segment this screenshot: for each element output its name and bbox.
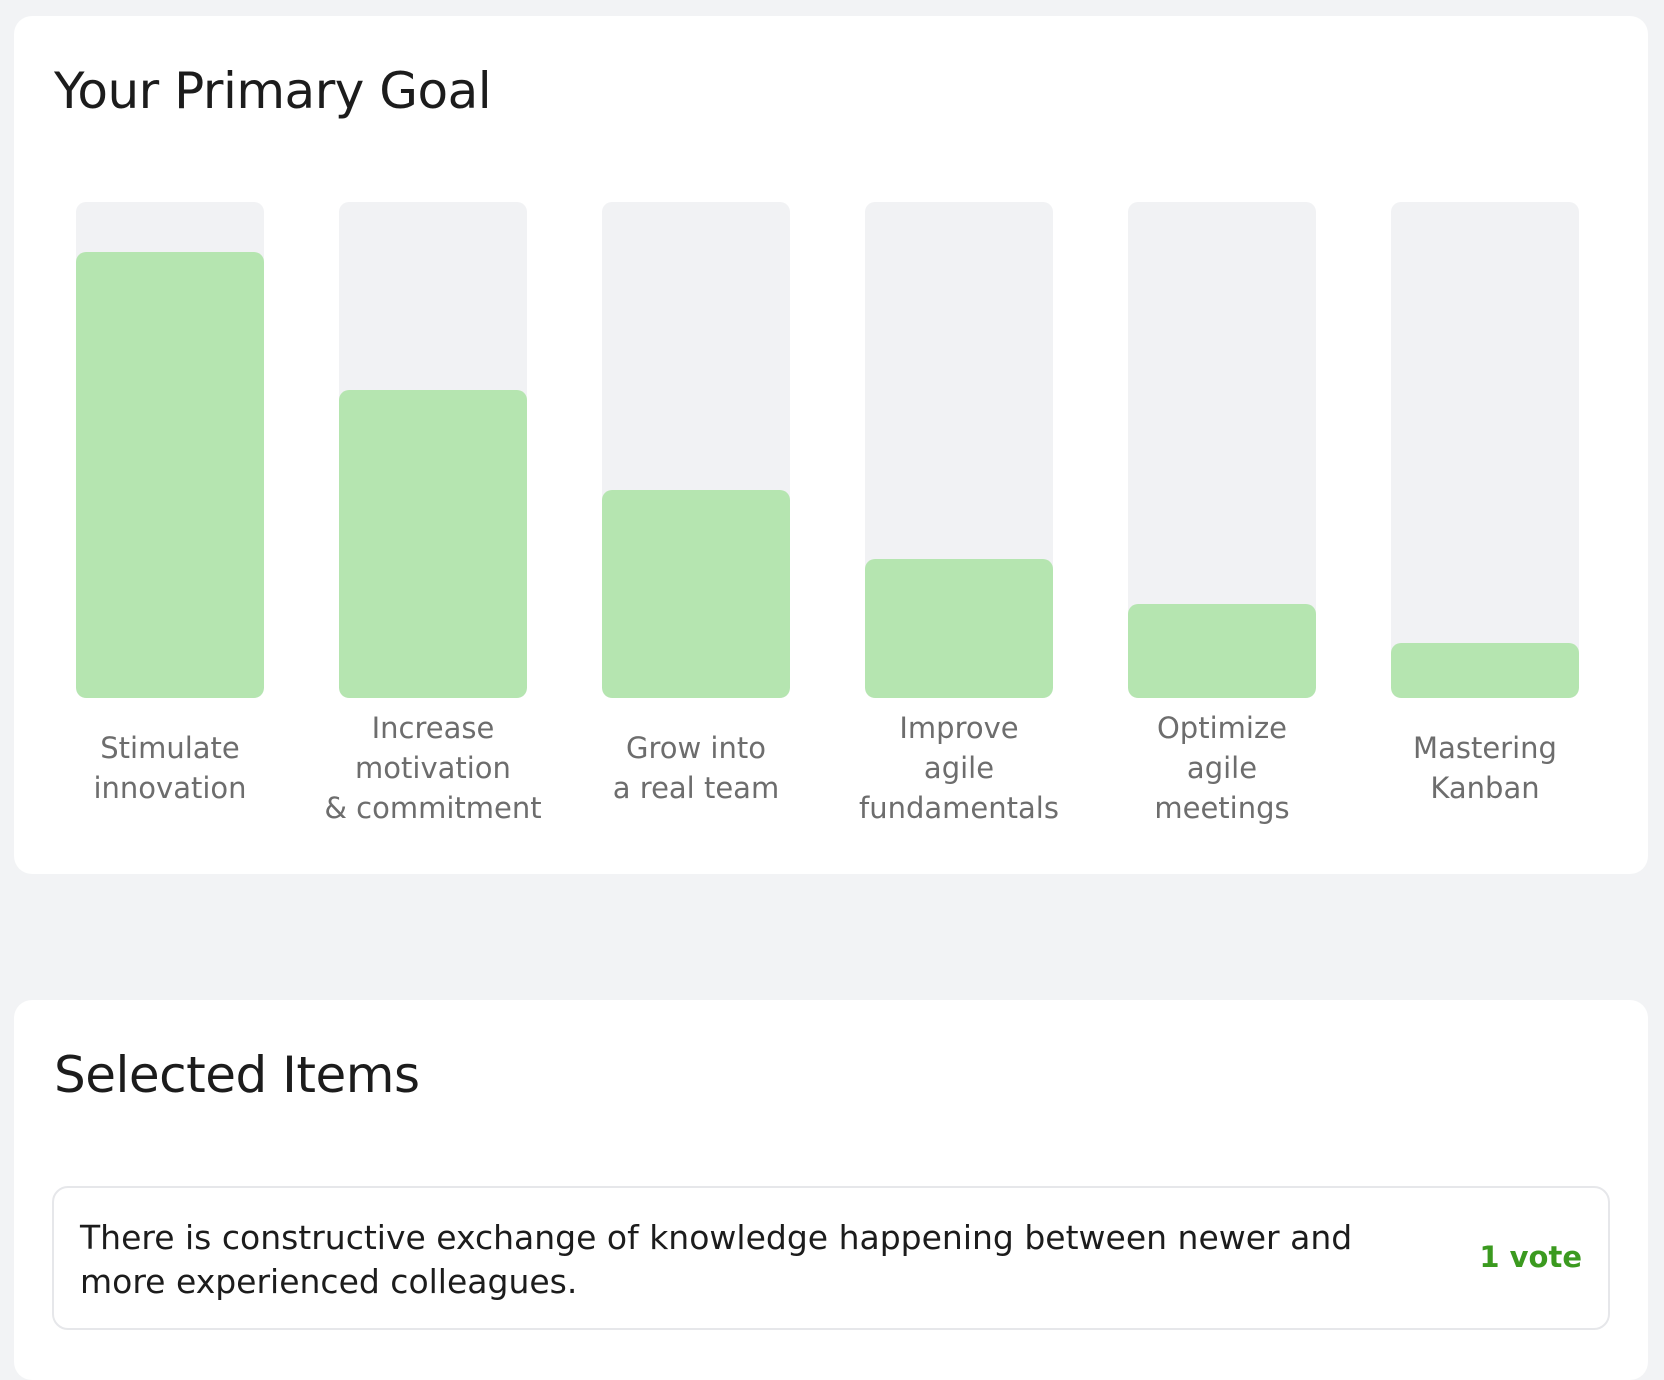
goal-bar — [865, 559, 1053, 698]
goal-bar-track — [76, 202, 264, 698]
goal-bar-column: Stimulate innovation — [76, 202, 264, 805]
primary-goal-title: Your Primary Goal — [54, 62, 492, 120]
goal-bar-label: Grow into a real team — [612, 731, 780, 805]
goal-bar-track — [1391, 202, 1579, 698]
goal-bar — [1391, 643, 1579, 698]
goal-bar-column: Increase motivation & commitment — [324, 202, 542, 825]
selected-item-row[interactable]: There is constructive exchange of knowle… — [52, 1186, 1610, 1330]
goal-bar-column: Optimize agile meetings — [1128, 202, 1316, 825]
goal-bar-label: Improve agile fundamentals — [859, 711, 1059, 825]
goal-bar-column: Mastering Kanban — [1391, 202, 1579, 805]
goal-bar — [76, 252, 264, 698]
goal-bar-track — [865, 202, 1053, 698]
goal-bar-column: Grow into a real team — [602, 202, 790, 805]
goal-bar-track — [339, 202, 527, 698]
goal-bar-label: Mastering Kanban — [1413, 731, 1557, 805]
selected-items-card: Selected Items There is constructive exc… — [14, 1000, 1648, 1380]
primary-goal-card: Your Primary Goal Stimulate innovation In… — [14, 16, 1648, 874]
goal-bar-column: Improve agile fundamentals — [859, 202, 1059, 825]
goal-bar — [602, 490, 790, 698]
goal-bar — [1128, 604, 1316, 698]
goal-bar-label: Optimize agile meetings — [1154, 711, 1290, 825]
selected-item-votes: 1 vote — [1479, 1240, 1582, 1274]
goal-bar-track — [602, 202, 790, 698]
goal-bar — [339, 390, 527, 698]
selected-item-text: There is constructive exchange of knowle… — [80, 1218, 1353, 1301]
goal-bar-track — [1128, 202, 1316, 698]
selected-items-title: Selected Items — [54, 1046, 420, 1104]
goal-bar-label: Increase motivation & commitment — [324, 711, 542, 825]
goal-bar-label: Stimulate innovation — [93, 731, 247, 805]
